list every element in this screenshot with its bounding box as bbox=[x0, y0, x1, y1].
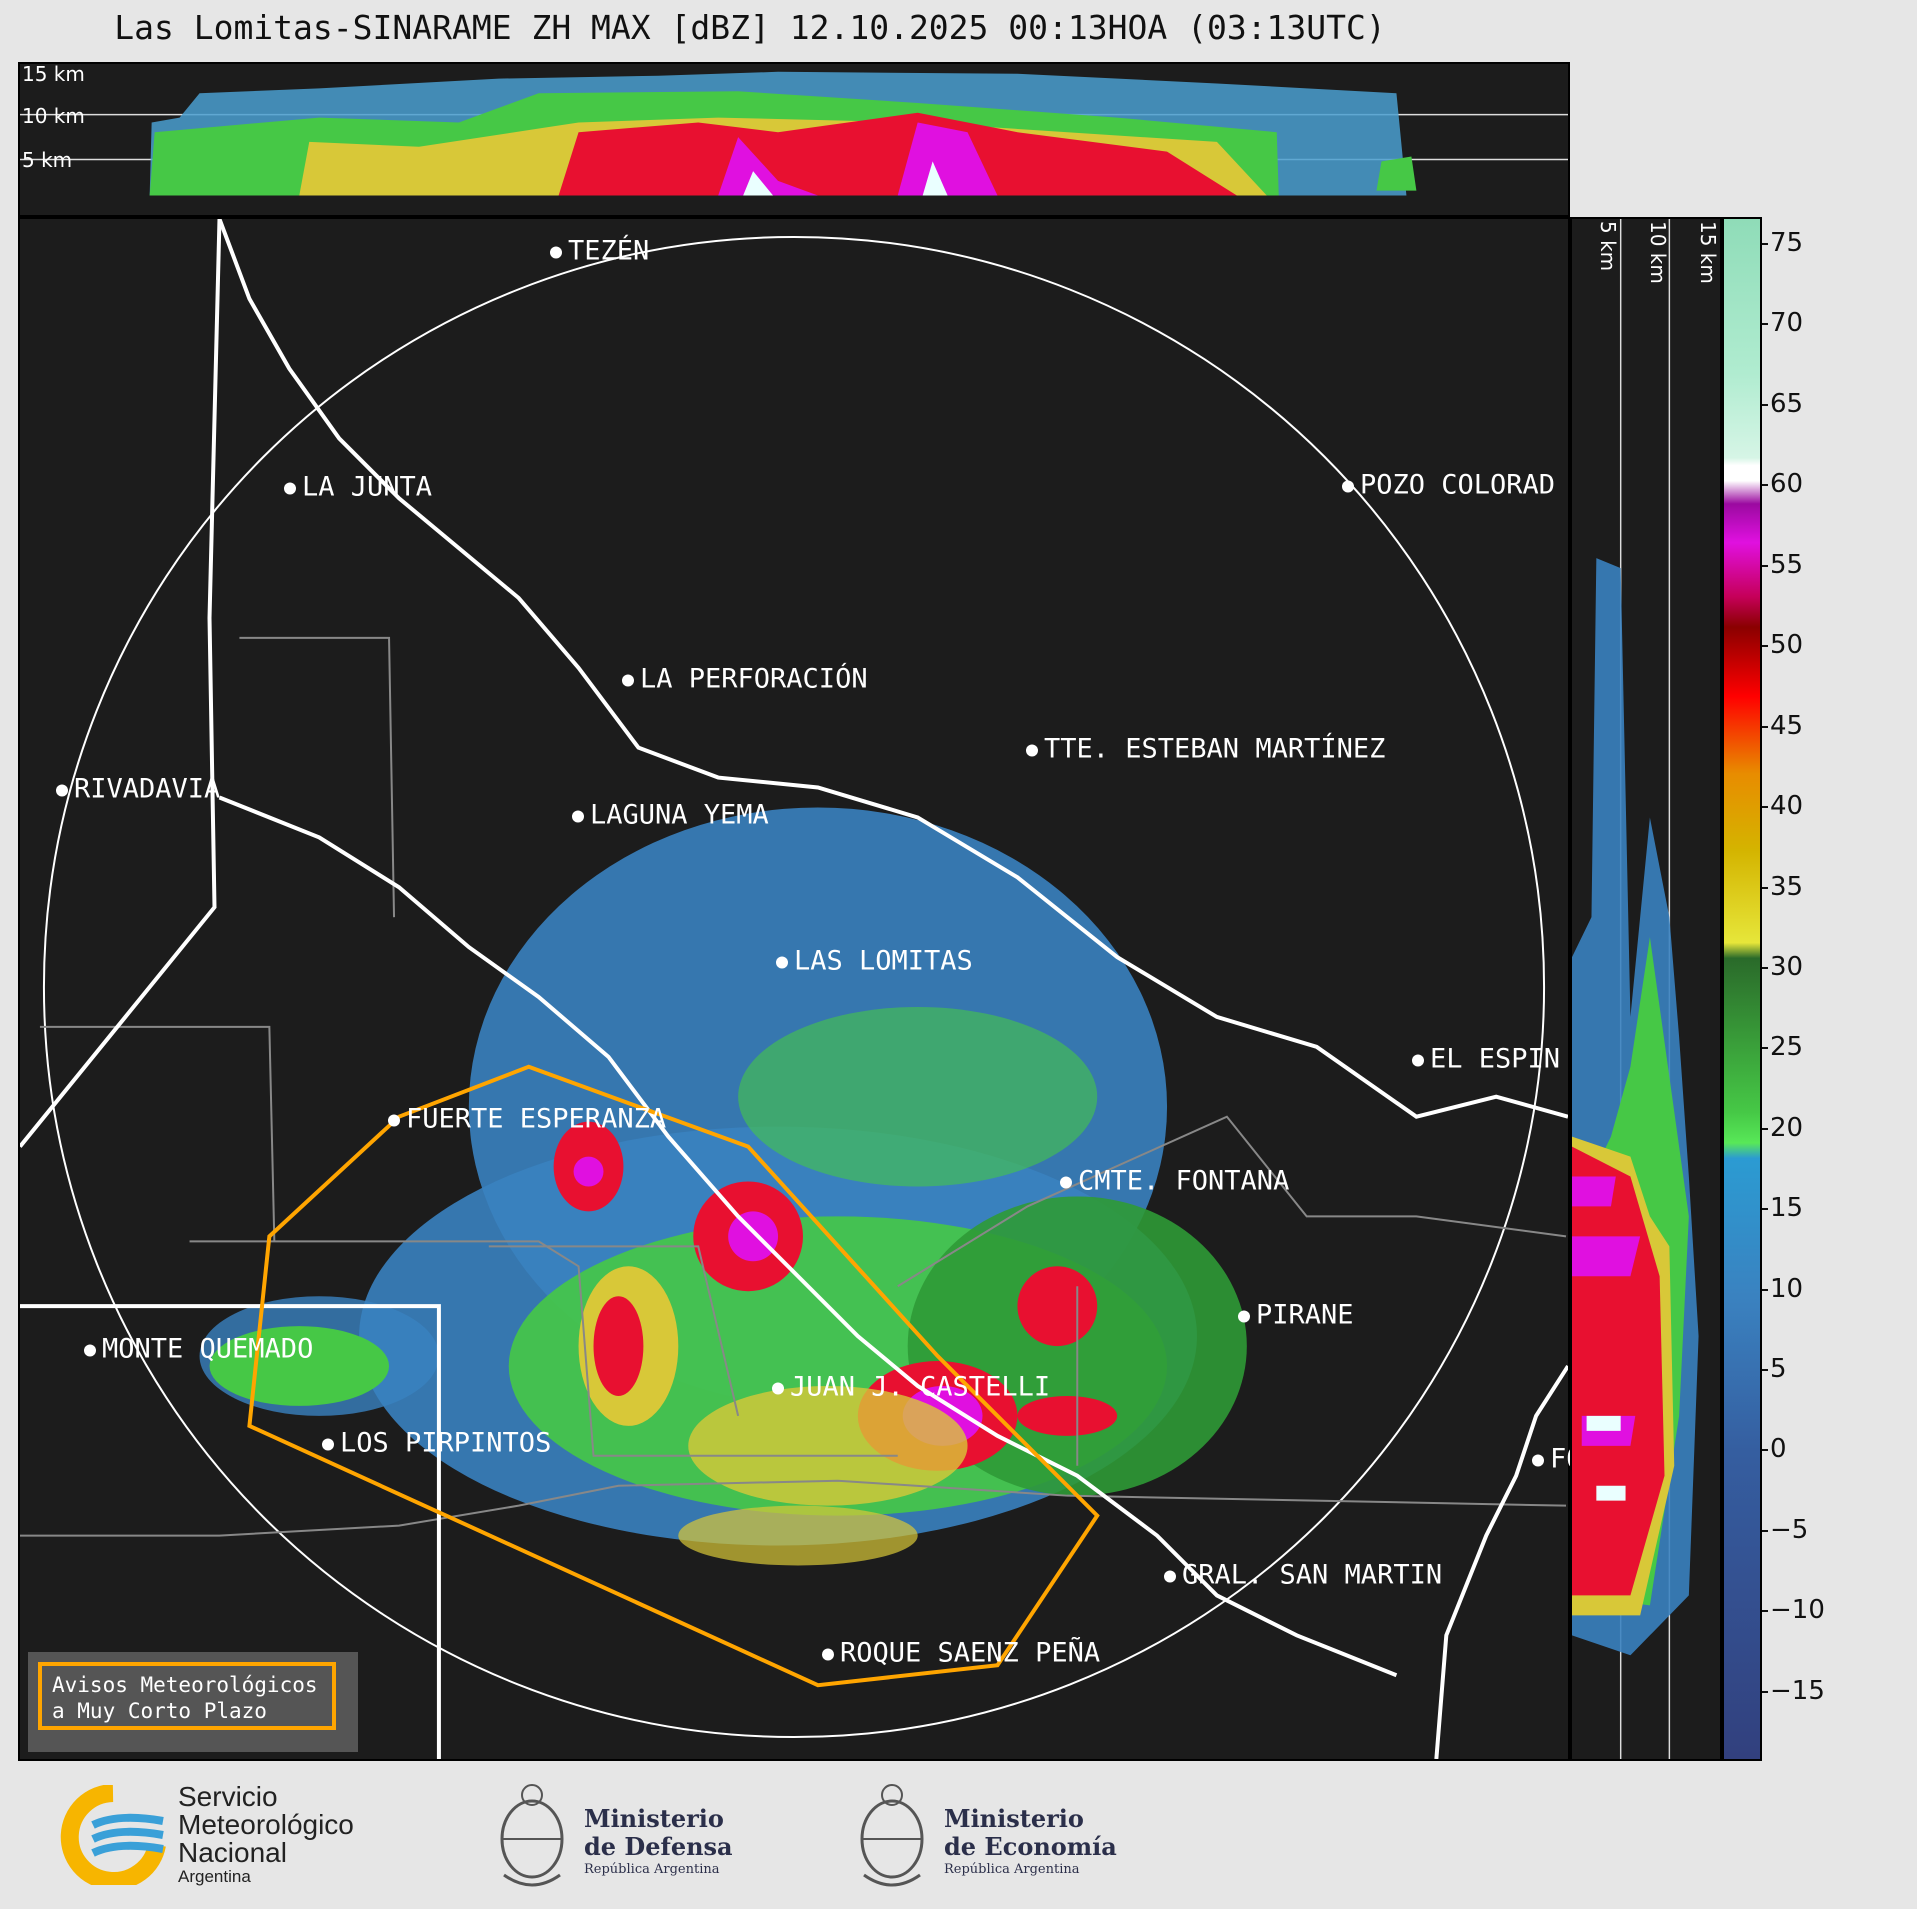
city-label: TEZÉN bbox=[568, 235, 650, 267]
colorbar-tick: −10 bbox=[1762, 1595, 1825, 1625]
side-cross-section-panel: 5 km 10 km 15 km bbox=[1570, 217, 1722, 1761]
city-marker: PIRANE bbox=[1238, 1300, 1354, 1331]
smn-line-4: Argentina bbox=[178, 1867, 251, 1886]
warning-legend-frame: Avisos Meteorológicos a Muy Corto Plazo bbox=[38, 1662, 336, 1730]
city-marker: ROQUE SAENZ PEÑA bbox=[822, 1638, 1100, 1669]
colorbar-tick: 0 bbox=[1762, 1434, 1787, 1464]
city-label: FUERTE ESPERANZA bbox=[406, 1103, 667, 1135]
city-marker: RIVADAVIA bbox=[56, 774, 220, 805]
colorbar-tick: 50 bbox=[1761, 630, 1804, 660]
side-height-label-5km: 5 km bbox=[1596, 221, 1620, 272]
city-label: POZO COLORAD bbox=[1360, 469, 1556, 501]
smn-logo-text: Servicio Meteorológico Nacional Argentin… bbox=[178, 1783, 354, 1887]
city-marker: GRAL. SAN MARTIN bbox=[1164, 1560, 1442, 1591]
economia-line-1: Ministerio bbox=[944, 1804, 1084, 1833]
colorbar-tick: −5 bbox=[1761, 1515, 1809, 1545]
colorbar-tick: 70 bbox=[1761, 308, 1804, 338]
colorbar-tick: 45 bbox=[1761, 711, 1804, 741]
city-marker: MONTE QUEMADO bbox=[84, 1334, 313, 1365]
top-cross-section-panel: 15 km 10 km 5 km bbox=[18, 62, 1570, 217]
top-cross-section-graphic bbox=[20, 71, 1568, 196]
warning-legend: Avisos Meteorológicos a Muy Corto Plazo bbox=[28, 1652, 358, 1752]
defensa-logo-text: Ministerio de Defensa República Argentin… bbox=[584, 1805, 733, 1879]
map-title: Las Lomitas-SINARAME ZH MAX [dBZ] 12.10.… bbox=[114, 8, 1386, 47]
city-marker: POZO COLORAD bbox=[1342, 470, 1555, 501]
city-label: LA PERFORACIÓN bbox=[640, 663, 868, 695]
legend-line-1: Avisos Meteorológicos bbox=[52, 1673, 318, 1697]
height-label-5km: 5 km bbox=[22, 148, 73, 172]
city-marker: FUERTE ESPERANZA bbox=[388, 1104, 666, 1135]
city-marker: LAS LOMITAS bbox=[776, 946, 973, 977]
city-marker: LOS PIRPINTOS bbox=[322, 1428, 551, 1459]
defensa-line-2: de Defensa bbox=[584, 1832, 733, 1861]
height-label-10km: 10 km bbox=[22, 104, 85, 128]
colorbar-tick: 25 bbox=[1761, 1032, 1804, 1062]
economia-logo-text: Ministerio de Economía República Argenti… bbox=[944, 1805, 1117, 1879]
city-label: LAGUNA YEMA bbox=[590, 799, 769, 831]
footer-logos: Servicio Meteorológico Nacional Argentin… bbox=[0, 1761, 1917, 1909]
economia-line-2: de Economía bbox=[944, 1832, 1117, 1861]
smn-line-3: Nacional bbox=[178, 1837, 287, 1868]
colorbar-tick: 65 bbox=[1761, 389, 1804, 419]
city-marker: LAGUNA YEMA bbox=[572, 800, 769, 831]
city-label: EL ESPIN bbox=[1430, 1043, 1561, 1075]
argentina-coat-of-arms-icon bbox=[500, 1784, 564, 1887]
side-height-label-15km: 15 km bbox=[1696, 221, 1720, 284]
dbz-colorbar bbox=[1722, 217, 1762, 1761]
colorbar-tick: 60 bbox=[1761, 469, 1804, 499]
city-marker: CMTE. FONTANA bbox=[1060, 1166, 1289, 1197]
colorbar-tick: 10 bbox=[1761, 1274, 1804, 1304]
city-label: LA JUNTA bbox=[302, 471, 433, 503]
city-marker: LA JUNTA bbox=[284, 472, 432, 503]
radar-map-graphic bbox=[20, 219, 1568, 1759]
height-label-15km: 15 km bbox=[22, 62, 85, 86]
city-label: JUAN J. CASTELLI bbox=[790, 1371, 1051, 1403]
city-marker: TEZÉN bbox=[550, 236, 649, 267]
city-label: LOS PIRPINTOS bbox=[340, 1427, 552, 1459]
colorbar-tick: 20 bbox=[1761, 1113, 1804, 1143]
city-label: RIVADAVIA bbox=[74, 773, 221, 805]
smn-logo-icon bbox=[60, 1785, 166, 1885]
defensa-line-3: República Argentina bbox=[584, 1862, 720, 1877]
city-label: MONTE QUEMADO bbox=[102, 1333, 314, 1365]
city-marker: JUAN J. CASTELLI bbox=[772, 1372, 1050, 1403]
economia-line-3: República Argentina bbox=[944, 1862, 1080, 1877]
colorbar-tick: 5 bbox=[1762, 1354, 1787, 1384]
defensa-line-1: Ministerio bbox=[584, 1804, 724, 1833]
radar-map-panel[interactable]: TEZÉN LA JUNTA POZO COLORAD LA PERFORACI… bbox=[18, 217, 1583, 1761]
legend-line-2: a Muy Corto Plazo bbox=[52, 1699, 267, 1723]
city-label: TTE. ESTEBAN MARTÍNEZ bbox=[1044, 733, 1386, 765]
city-label: ROQUE SAENZ PEÑA bbox=[840, 1637, 1101, 1669]
colorbar-tick: −15 bbox=[1762, 1676, 1825, 1706]
smn-line-2: Meteorológico bbox=[178, 1809, 354, 1840]
city-label: GRAL. SAN MARTIN bbox=[1182, 1559, 1443, 1591]
colorbar-tick: 15 bbox=[1761, 1193, 1804, 1223]
city-marker: LA PERFORACIÓN bbox=[622, 664, 868, 695]
city-marker: TTE. ESTEBAN MARTÍNEZ bbox=[1026, 734, 1385, 765]
city-label: CMTE. FONTANA bbox=[1078, 1165, 1290, 1197]
city-marker: EL ESPIN bbox=[1412, 1044, 1560, 1075]
colorbar-tick: 30 bbox=[1761, 952, 1804, 982]
city-label: PIRANE bbox=[1256, 1299, 1354, 1331]
side-cross-section-graphic bbox=[1572, 219, 1699, 1759]
colorbar-tick: 55 bbox=[1761, 550, 1804, 580]
colorbar-tick: 35 bbox=[1761, 872, 1804, 902]
colorbar-tick: 40 bbox=[1761, 791, 1804, 821]
city-label: LAS LOMITAS bbox=[794, 945, 973, 977]
smn-line-1: Servicio bbox=[178, 1781, 278, 1812]
argentina-coat-of-arms-icon bbox=[860, 1784, 924, 1887]
colorbar-tick: 75 bbox=[1761, 228, 1804, 258]
side-height-label-10km: 10 km bbox=[1646, 221, 1670, 284]
